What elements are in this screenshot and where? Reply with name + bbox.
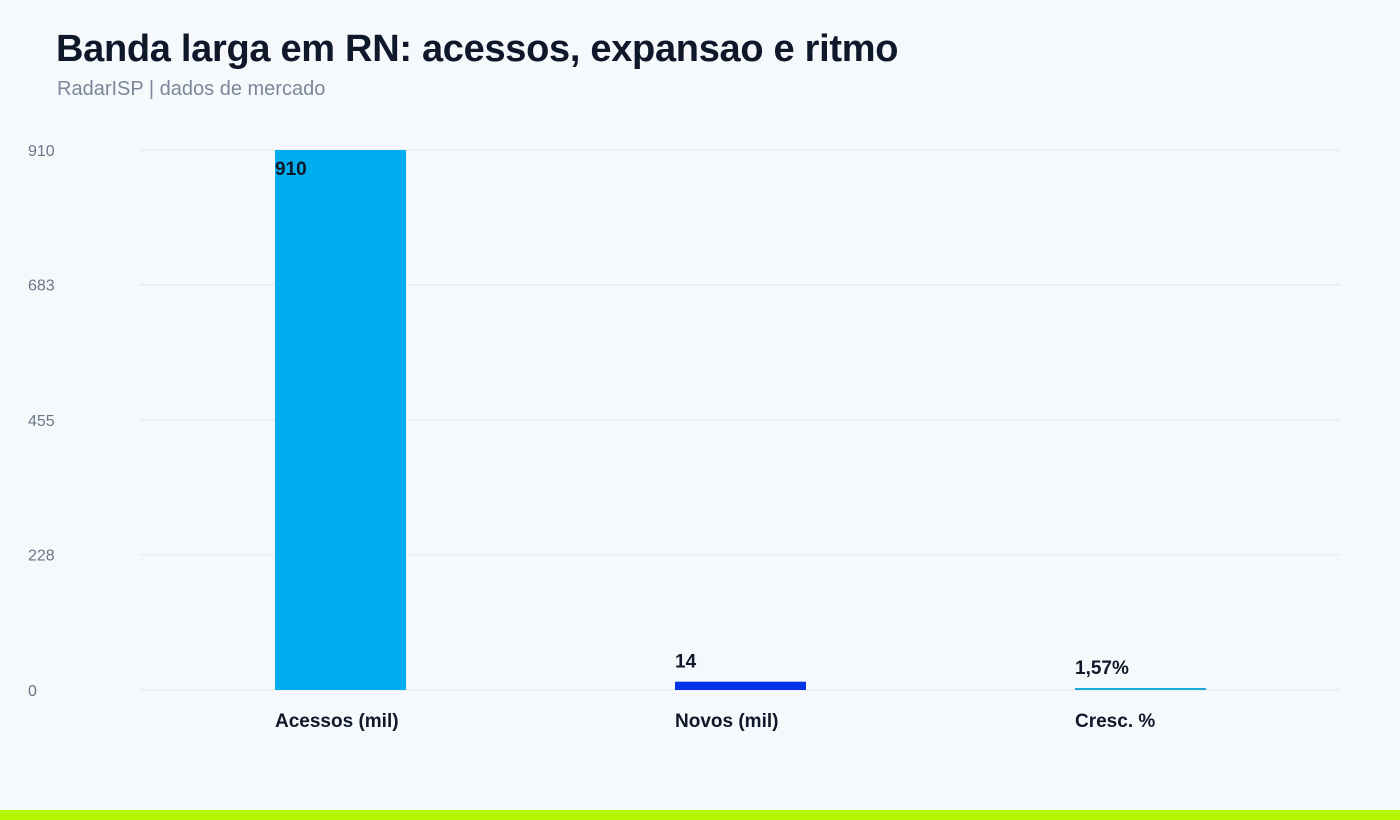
y-tick-label: 0 — [28, 683, 37, 700]
y-tick-label: 910 — [28, 143, 55, 160]
x-tick-label: Novos (mil) — [675, 711, 778, 732]
bar — [1075, 688, 1206, 690]
x-tick-label: Cresc. % — [1075, 711, 1155, 732]
y-tick-label: 228 — [28, 548, 55, 565]
y-tick-label: 455 — [28, 413, 55, 430]
bar — [275, 150, 406, 690]
bar — [675, 681, 806, 690]
y-tick-label: 683 — [28, 278, 55, 295]
x-tick-label: Acessos (mil) — [275, 711, 399, 732]
data-label: 14 — [675, 652, 697, 673]
chart-subtitle: RadarISP | dados de mercado — [57, 78, 326, 100]
data-label: 910 — [275, 159, 307, 180]
bottom-accent-bar — [0, 810, 1400, 820]
chart-title: Banda larga em RN: acessos, expansao e r… — [56, 28, 899, 70]
bar-chart: 0 228 455 683 910 910 Acessos (mil) 14 Novos (mi… — [28, 143, 1340, 732]
data-label: 1,57% — [1075, 658, 1129, 679]
